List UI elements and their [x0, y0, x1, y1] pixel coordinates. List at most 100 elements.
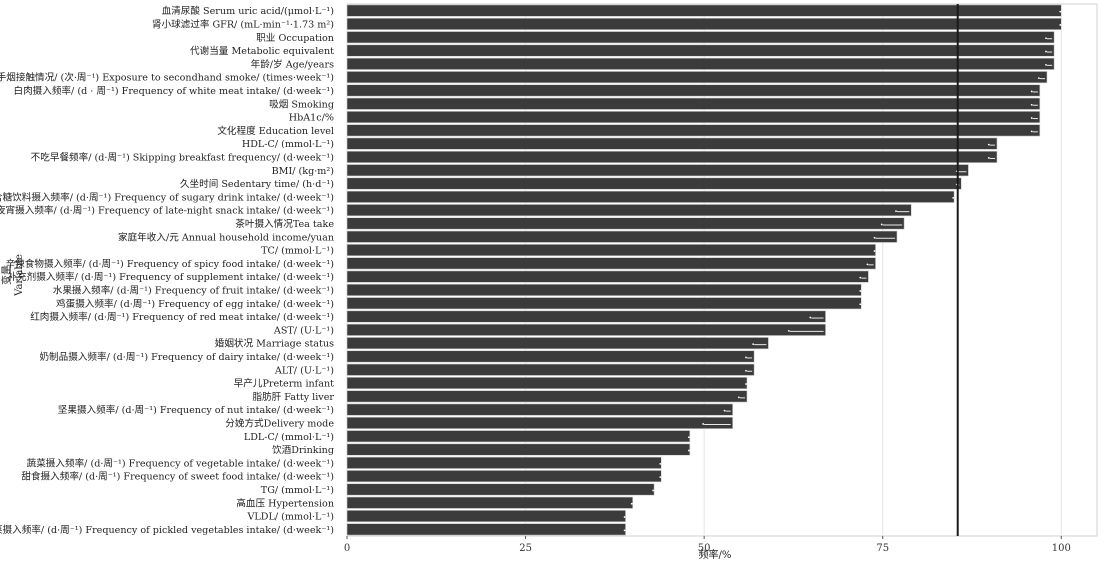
y-tick-label: 分娩方式Delivery mode: [225, 417, 334, 429]
y-tick-label: 血清尿酸 Serum uric acid/(μmol·L⁻¹): [162, 5, 334, 17]
y-axis-title: 变量 Variable: [0, 254, 25, 297]
bar-point: [952, 196, 955, 199]
bar-point: [1030, 103, 1033, 106]
bar: [346, 390, 748, 403]
y-tick-label: 甜食摄入频率/ (d·周⁻¹) Frequency of sweet food …: [21, 471, 334, 483]
y-tick-label: 代谢当量 Metabolic equivalent: [190, 45, 334, 57]
y-tick-label: HbA1c/%: [289, 113, 334, 124]
y-tick-label: AST/ (U·L⁻¹): [273, 325, 334, 336]
bar: [346, 44, 1055, 57]
bar-point: [873, 236, 876, 239]
y-tick-label: TG/ (mmol·L⁻¹): [261, 485, 334, 496]
bar-point: [809, 316, 812, 319]
bar: [346, 244, 876, 257]
y-tick-label: 年龄/岁 Age/years: [251, 58, 334, 70]
y-tick-label: TC/ (mmol·L⁻¹): [261, 246, 334, 257]
bar: [346, 190, 955, 203]
bar: [346, 84, 1041, 97]
bar: [346, 97, 1041, 110]
y-tick-label: 辛辣食物摄入频率/ (d·周⁻¹) Frequency of spicy foo…: [6, 258, 334, 270]
bar: [346, 350, 755, 363]
y-tick-label: 饮酒Drinking: [272, 444, 334, 456]
bar-point: [1045, 37, 1047, 40]
y-tick-label: 吸烟 Smoking: [269, 98, 334, 110]
bar: [346, 150, 998, 163]
bar: [346, 204, 912, 217]
bar: [346, 443, 691, 456]
y-axis-title-cn: 变量: [0, 265, 13, 285]
bar: [346, 483, 655, 496]
bar: [346, 270, 869, 283]
bar: [346, 456, 662, 469]
bar-point: [987, 157, 990, 159]
bar-point: [659, 462, 662, 465]
y-tick-label: 含糖饮料摄入频率/ (d·周⁻¹) Frequency of sugary dr…: [0, 191, 334, 203]
y-tick-label: 职业 Occupation: [256, 33, 334, 44]
bar-point: [1045, 50, 1047, 53]
plot-background: [346, 3, 1098, 537]
bar-point: [859, 303, 862, 306]
bar: [346, 337, 769, 350]
y-tick-label: 家庭年收入/元 Annual household income/yuan: [118, 231, 334, 243]
x-tick-label: 100: [1052, 543, 1071, 554]
y-tick-label: 不吃早餐频率/ (d·周⁻¹) Skipping breakfast frequ…: [31, 151, 334, 163]
bar-point: [1030, 90, 1033, 93]
bar-point: [1059, 24, 1062, 26]
y-tick-label: 脂肪肝 Fatty liver: [252, 391, 334, 403]
bar-point: [866, 263, 869, 266]
bar: [346, 71, 1048, 84]
y-tick-label: 红肉摄入频率/ (d·周⁻¹) Frequency of red meat in…: [30, 311, 334, 323]
bar-point: [895, 210, 897, 213]
bar-point: [630, 502, 633, 505]
y-tick-label: 奶制品摄入频率/ (d·周⁻¹) Frequency of dairy inta…: [39, 351, 334, 363]
bar-point: [687, 436, 690, 439]
bar-point: [1030, 117, 1033, 119]
bar: [346, 124, 1041, 137]
y-tick-label: 二手烟接触情况/ (次·周⁻¹) Exposure to secondhand …: [0, 72, 334, 84]
x-axis-title: 频率/%: [699, 548, 732, 561]
bar: [346, 111, 1041, 124]
y-tick-label: LDL-C/ (mmol·L⁻¹): [244, 432, 334, 443]
bar-point: [702, 423, 705, 425]
bar: [346, 17, 1062, 30]
bar-point: [745, 369, 747, 372]
x-tick-label: 0: [344, 543, 350, 554]
y-tick-label: 早产儿Preterm infant: [234, 378, 334, 390]
bar-point: [1059, 10, 1062, 13]
x-tick-label: 50: [698, 543, 711, 554]
bar-point: [723, 409, 726, 412]
bar: [346, 377, 748, 390]
bar-point: [652, 489, 655, 492]
y-tick-label: 白肉摄入频率/ (d · 周⁻¹) Frequency of white mea…: [14, 85, 335, 97]
y-tick-label: 水果摄入频率/ (d·周⁻¹) Frequency of fruit intak…: [53, 284, 334, 296]
y-tick-label: 腌制蔬菜摄入频率/ (d·周⁻¹) Frequency of pickled v…: [0, 524, 334, 536]
bar: [346, 297, 862, 310]
y-tick-label: 茶叶摄入情况Tea take: [235, 218, 334, 230]
bar-point: [745, 383, 747, 385]
bar-point: [737, 396, 740, 399]
bar-point: [880, 223, 883, 226]
x-tick-label: 75: [876, 543, 889, 554]
plot-area: 0 25 50 75 100 血清尿酸 Serum uric acid/(μmol·L⁻¹…: [0, 3, 1098, 554]
bar: [346, 496, 634, 509]
y-tick-label: 婚姻状况 Marriage status: [215, 338, 334, 350]
bar: [346, 164, 969, 177]
y-tick-label: 高血压 Hypertension: [236, 497, 334, 509]
bar: [346, 230, 898, 243]
x-tick-label: 25: [519, 543, 532, 554]
bar: [346, 4, 1062, 17]
bar: [346, 310, 826, 323]
y-tick-label: 坚果摄入频率/ (d·周⁻¹) Frequency of nut intake/…: [58, 404, 334, 416]
bar-point: [1045, 63, 1047, 66]
y-tick-label: 肾小球滤过率 GFR/ (mL·min⁻¹·1.73 m²): [152, 18, 334, 30]
bar-point: [787, 329, 790, 332]
bar: [346, 217, 905, 230]
y-axis-title-en: Variable: [14, 254, 25, 297]
y-tick-label: HDL-C/ (mmol·L⁻¹): [242, 139, 334, 150]
y-tick-label: 蔬菜摄入频率/ (d·周⁻¹) Frequency of vegetable i…: [27, 457, 334, 469]
bar-point: [623, 516, 626, 518]
bar: [346, 137, 998, 150]
bar: [346, 57, 1055, 70]
y-tick-label: VLDL/ (mmol·L⁻¹): [247, 512, 335, 523]
